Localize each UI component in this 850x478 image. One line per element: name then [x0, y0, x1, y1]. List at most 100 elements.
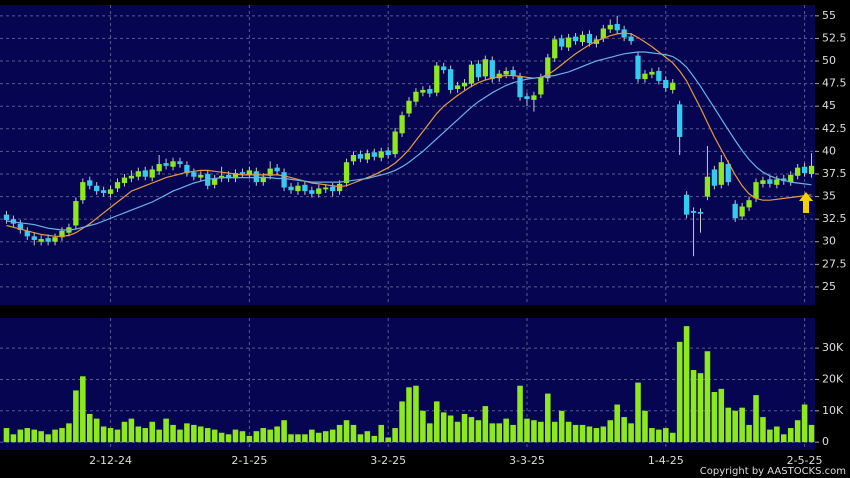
volume-bar [496, 423, 502, 443]
y-tick-label: 45 [822, 99, 836, 112]
candle-body [142, 170, 148, 177]
candle-body [128, 175, 135, 179]
x-tick-label: 3-3-25 [509, 454, 545, 467]
volume-bar [725, 407, 732, 443]
candle-body [656, 70, 662, 81]
volume-bar [545, 393, 551, 443]
candle-body [3, 214, 10, 221]
volume-bar [628, 423, 634, 443]
volume-bar [336, 424, 343, 443]
x-tick-label: 2-1-25 [231, 454, 267, 467]
volume-bar [309, 429, 315, 443]
moving-average-line [6, 32, 812, 237]
candle-body [406, 100, 412, 114]
price-panel [0, 5, 815, 305]
y-tick-label: 0 [822, 435, 829, 448]
volume-bar [24, 428, 31, 443]
candle-body [690, 211, 697, 213]
volume-bar [669, 432, 676, 443]
candle-body [94, 185, 100, 192]
volume-bar [690, 370, 697, 443]
candle-body [517, 76, 523, 98]
candle-body [156, 164, 162, 172]
candle-body [774, 179, 780, 185]
candle-body [753, 182, 759, 199]
candle-body [149, 169, 155, 178]
volume-bar [676, 341, 683, 443]
candle-body [600, 28, 606, 39]
y-tick-label: 52.5 [822, 31, 847, 44]
y-tick-label: 32.5 [822, 212, 847, 225]
candle-body [163, 163, 169, 166]
volume-bar [697, 373, 704, 443]
candle-body [100, 190, 107, 193]
candle-body [732, 203, 738, 219]
volume-bar [600, 426, 607, 443]
volume-bar [780, 434, 787, 443]
volume-bar [524, 418, 530, 443]
volume-bar [198, 426, 204, 443]
candle-body [225, 174, 232, 179]
candle-body [649, 71, 655, 75]
x-tick-label: 2-5-25 [787, 454, 823, 467]
candle-body [559, 38, 565, 47]
candle-body [309, 190, 315, 194]
volume-bar [760, 417, 766, 443]
moving-average-line [6, 51, 812, 231]
candle-body [697, 211, 704, 214]
volume-bar [45, 434, 51, 443]
volume-bar [586, 426, 593, 443]
volume-bar [565, 421, 572, 443]
volume-bar [135, 426, 142, 443]
volume-bar [100, 426, 107, 443]
candle-body [628, 36, 634, 42]
volume-bar [73, 390, 79, 443]
candle-body [489, 60, 495, 80]
volume-bar [683, 326, 690, 443]
volume-bar [746, 424, 752, 443]
candle-body [572, 36, 579, 42]
candle-body [795, 167, 801, 176]
volume-bar [184, 423, 190, 443]
candle-body [427, 89, 433, 94]
candle-body [788, 174, 794, 183]
candle-body [704, 176, 711, 197]
volume-bar [558, 410, 565, 443]
candle-body [295, 185, 301, 192]
candle-body [274, 167, 280, 172]
volume-bar [149, 421, 155, 443]
candle-body [392, 131, 398, 155]
candle-body [184, 164, 190, 174]
candle-body [212, 178, 218, 185]
volume-bar [774, 426, 780, 443]
volume-bar [801, 404, 808, 443]
volume-bar [503, 418, 509, 443]
volume-bar [170, 424, 176, 443]
y-tick-label: 47.5 [822, 77, 847, 90]
candle-body [524, 96, 530, 99]
y-tick-label: 10K [822, 404, 844, 417]
volume-bar [794, 420, 801, 443]
volume-bar [642, 410, 648, 443]
volume-bar [31, 429, 38, 443]
candle-body [635, 55, 641, 80]
candle-body [45, 238, 51, 242]
volume-bar [364, 431, 371, 443]
candle-body [371, 152, 377, 157]
volume-bar [649, 428, 655, 443]
volume-bar [399, 401, 405, 443]
candle-body [24, 230, 30, 237]
candle-body [545, 57, 551, 79]
y-tick-label: 50 [822, 54, 836, 67]
volume-bar [10, 434, 17, 443]
candle-body [448, 69, 454, 90]
candle-body [482, 59, 488, 77]
volume-bar [3, 428, 10, 443]
candle-body [670, 82, 676, 90]
candle-body [586, 33, 593, 43]
volume-bar [322, 431, 329, 443]
candle-body [357, 154, 364, 159]
volume-bar [128, 418, 135, 443]
y-tick-label: 27.5 [822, 257, 847, 270]
candle-body [170, 161, 176, 167]
